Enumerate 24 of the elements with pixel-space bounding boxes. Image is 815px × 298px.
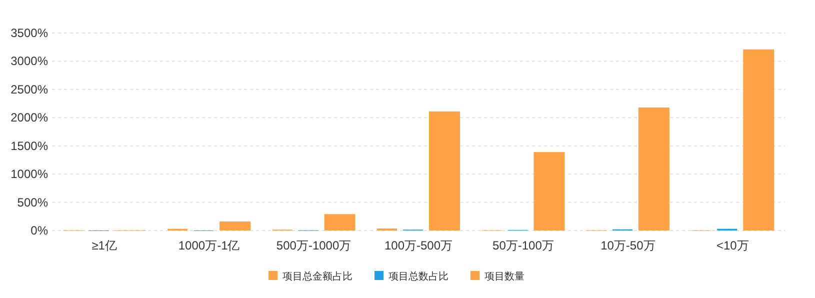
bar <box>429 111 460 230</box>
x-tick-label: 500万-1000万 <box>276 238 352 252</box>
x-tick-label: 50万-100万 <box>492 238 554 252</box>
bar <box>638 107 670 230</box>
y-tick-label: 1000% <box>10 167 48 182</box>
x-tick-label: 1000万-1亿 <box>178 238 240 252</box>
y-tick-label: 2000% <box>10 110 48 125</box>
bar <box>534 152 565 230</box>
bar <box>324 214 356 230</box>
x-tick-label: <10万 <box>716 238 749 252</box>
y-tick-label: 1500% <box>10 138 48 153</box>
bar <box>743 49 774 230</box>
legend-label: 项目总数占比 <box>388 270 448 282</box>
x-tick-label: 100万-500万 <box>384 238 453 252</box>
legend-label: 项目数量 <box>484 272 524 282</box>
y-tick-label: 3500% <box>10 26 48 40</box>
legend-label: 项目总金额占比 <box>282 270 352 282</box>
y-tick-label: 2500% <box>10 82 48 96</box>
bar <box>220 221 251 230</box>
y-tick-label: 500% <box>17 195 48 210</box>
x-tick-label: ≥1亿 <box>92 238 117 252</box>
y-tick-label: 3000% <box>10 54 48 68</box>
y-tick-label: 0% <box>30 224 48 238</box>
x-tick-label: 10万-50万 <box>600 238 656 252</box>
